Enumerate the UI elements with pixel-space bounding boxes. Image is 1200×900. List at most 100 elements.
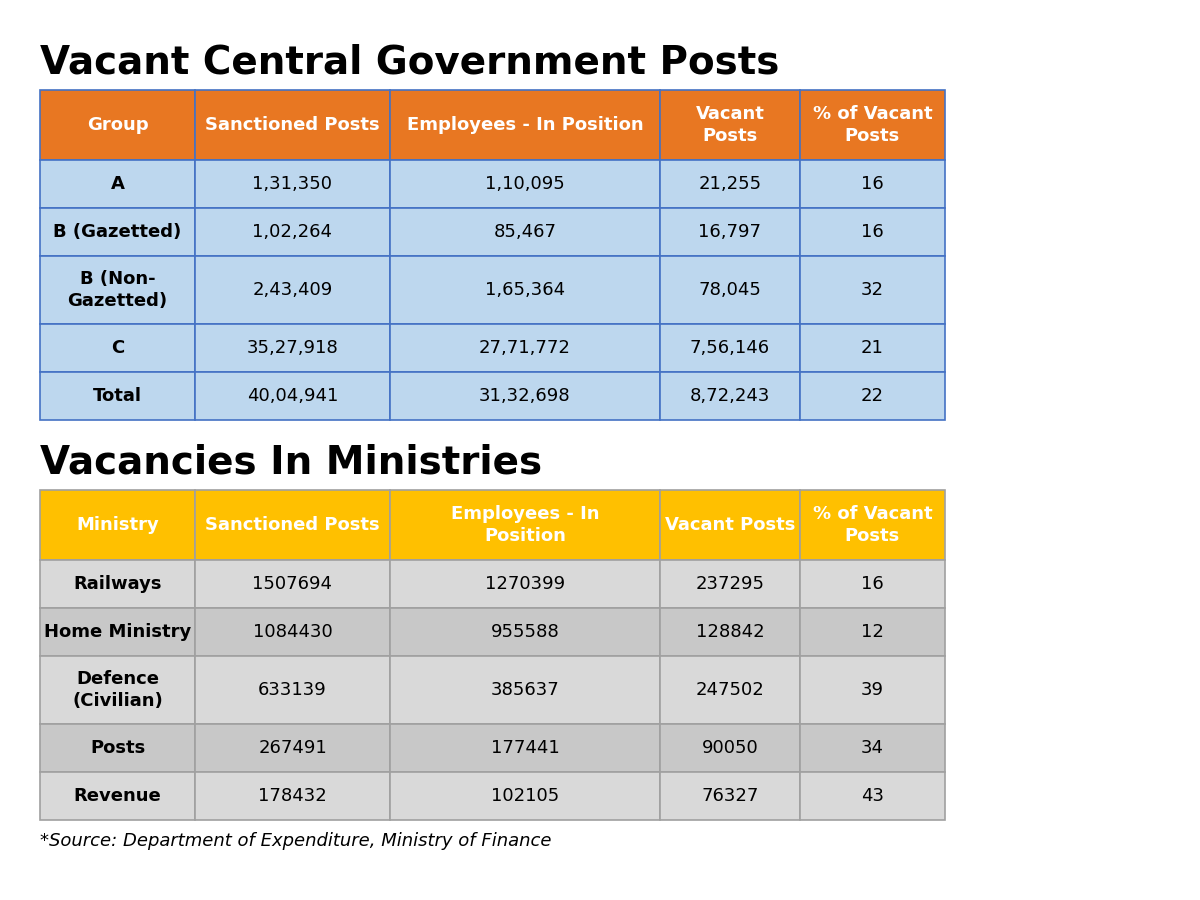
Text: Home Ministry: Home Ministry (44, 623, 191, 641)
Text: 1,31,350: 1,31,350 (252, 175, 332, 193)
Text: 78,045: 78,045 (698, 281, 762, 299)
Text: Posts: Posts (90, 739, 145, 757)
Bar (390, 208, 660, 256)
Bar (660, 490, 800, 560)
Text: A: A (110, 175, 125, 193)
Bar (800, 608, 946, 656)
Bar (194, 560, 390, 608)
Bar (40, 490, 194, 560)
Text: Revenue: Revenue (73, 787, 161, 805)
Text: 16: 16 (862, 223, 884, 241)
Text: B (Gazetted): B (Gazetted) (53, 223, 181, 241)
Text: 7,56,146: 7,56,146 (690, 339, 770, 357)
Text: 35,27,918: 35,27,918 (247, 339, 338, 357)
Text: 85,467: 85,467 (493, 223, 557, 241)
Bar (40, 90, 194, 160)
Text: C: C (110, 339, 124, 357)
Text: 1084430: 1084430 (253, 623, 332, 641)
Bar (660, 560, 800, 608)
Bar (194, 372, 390, 420)
Text: Employees - In
Position: Employees - In Position (451, 505, 599, 545)
Text: Employees - In Position: Employees - In Position (407, 116, 643, 134)
Text: 8,72,243: 8,72,243 (690, 387, 770, 405)
Text: 267491: 267491 (258, 739, 326, 757)
Bar (390, 372, 660, 420)
Bar (194, 324, 390, 372)
Bar (390, 256, 660, 324)
Bar (40, 208, 194, 256)
Bar (194, 656, 390, 724)
Text: Defence
(Civilian): Defence (Civilian) (72, 670, 163, 710)
Bar (660, 772, 800, 820)
Text: 237295: 237295 (696, 575, 764, 593)
Bar (40, 256, 194, 324)
Bar (390, 656, 660, 724)
Text: 22: 22 (862, 387, 884, 405)
Text: 178432: 178432 (258, 787, 326, 805)
Bar (390, 560, 660, 608)
Bar (390, 772, 660, 820)
Text: 16: 16 (862, 175, 884, 193)
Bar (660, 90, 800, 160)
Bar (800, 560, 946, 608)
Text: 32: 32 (862, 281, 884, 299)
Bar (800, 372, 946, 420)
Text: 633139: 633139 (258, 681, 326, 699)
Text: % of Vacant
Posts: % of Vacant Posts (812, 105, 932, 145)
Text: 385637: 385637 (491, 681, 559, 699)
Text: 1,02,264: 1,02,264 (252, 223, 332, 241)
Bar (40, 608, 194, 656)
Bar (390, 160, 660, 208)
Text: 34: 34 (862, 739, 884, 757)
Bar (800, 256, 946, 324)
Bar (194, 160, 390, 208)
Text: Group: Group (86, 116, 149, 134)
Text: Total: Total (94, 387, 142, 405)
Text: 39: 39 (862, 681, 884, 699)
Text: Ministry: Ministry (76, 516, 158, 534)
Bar (800, 90, 946, 160)
Bar (390, 324, 660, 372)
Bar (194, 724, 390, 772)
Text: 31,32,698: 31,32,698 (479, 387, 571, 405)
Text: B (Non-
Gazetted): B (Non- Gazetted) (67, 270, 168, 310)
Bar (660, 324, 800, 372)
Text: 1270399: 1270399 (485, 575, 565, 593)
Bar (660, 208, 800, 256)
Bar (40, 772, 194, 820)
Text: Vacant Posts: Vacant Posts (665, 516, 796, 534)
Bar (800, 656, 946, 724)
Text: Vacant Central Government Posts: Vacant Central Government Posts (40, 44, 779, 82)
Bar (194, 490, 390, 560)
Text: 21: 21 (862, 339, 884, 357)
Bar (390, 724, 660, 772)
Bar (800, 160, 946, 208)
Text: 12: 12 (862, 623, 884, 641)
Bar (194, 208, 390, 256)
Bar (40, 724, 194, 772)
Text: 90050: 90050 (702, 739, 758, 757)
Text: 128842: 128842 (696, 623, 764, 641)
Bar (194, 608, 390, 656)
Text: Sanctioned Posts: Sanctioned Posts (205, 516, 380, 534)
Text: 2,43,409: 2,43,409 (252, 281, 332, 299)
Bar (660, 608, 800, 656)
Text: Sanctioned Posts: Sanctioned Posts (205, 116, 380, 134)
Bar (800, 208, 946, 256)
Bar (800, 772, 946, 820)
Text: Vacant
Posts: Vacant Posts (696, 105, 764, 145)
Text: 16,797: 16,797 (698, 223, 762, 241)
Bar (40, 324, 194, 372)
Bar (194, 256, 390, 324)
Bar (800, 324, 946, 372)
Bar (660, 160, 800, 208)
Text: 102105: 102105 (491, 787, 559, 805)
Bar (660, 724, 800, 772)
Text: Vacancies In Ministries: Vacancies In Ministries (40, 444, 542, 482)
Bar (660, 656, 800, 724)
Text: 1,65,364: 1,65,364 (485, 281, 565, 299)
Bar (390, 90, 660, 160)
Bar (800, 724, 946, 772)
Text: *Source: Department of Expenditure, Ministry of Finance: *Source: Department of Expenditure, Mini… (40, 832, 552, 850)
Bar (660, 372, 800, 420)
